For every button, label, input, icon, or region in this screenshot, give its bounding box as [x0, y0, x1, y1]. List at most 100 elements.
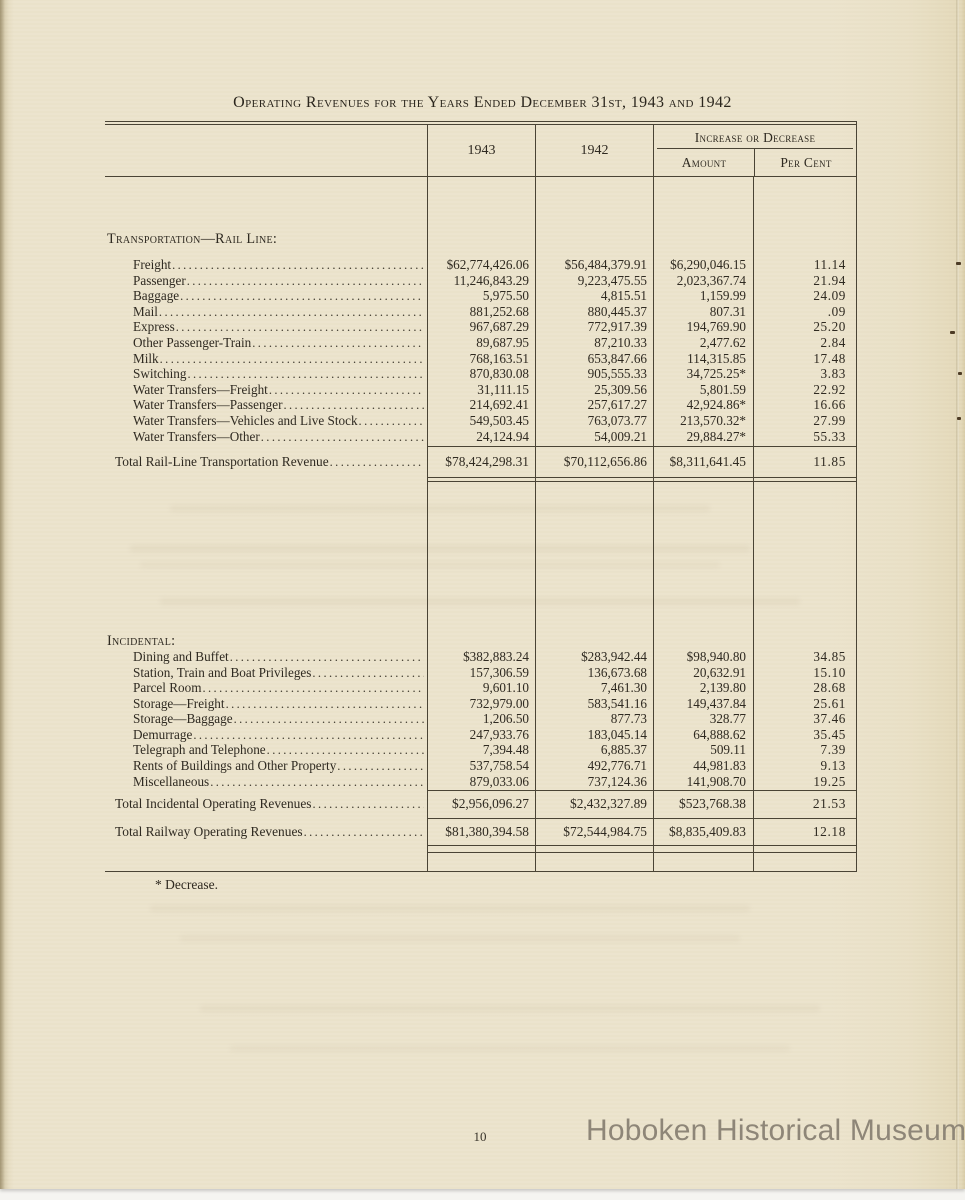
- grid-cell: [653, 444, 753, 448]
- dot-leader: [180, 288, 424, 304]
- row-label-cell: Freight: [105, 257, 427, 273]
- dot-leader: [252, 335, 424, 351]
- value-percent: 28.68: [753, 680, 856, 696]
- dot-leader: [234, 711, 424, 727]
- value-amount: 149,437.84: [653, 695, 753, 712]
- value-1943: 24,124.94: [427, 428, 535, 445]
- value-1943: 89,687.95: [427, 334, 535, 351]
- value-1942: $2,432,327.89: [535, 791, 653, 818]
- row-label-cell: Rents of Buildings and Other Property: [105, 758, 427, 774]
- row-label: Express: [133, 319, 175, 335]
- value-amount: 194,769.90: [653, 319, 753, 335]
- grid-cell: [535, 817, 653, 820]
- value-1942: 183,045.14: [535, 726, 653, 743]
- value-percent: 25.20: [753, 319, 856, 335]
- value-1942: $283,942.44: [535, 648, 653, 665]
- grid-cell: [653, 853, 753, 871]
- value-percent: 17.48: [753, 350, 856, 367]
- value-1942: 653,847.66: [535, 350, 653, 367]
- grid-cell: [753, 444, 856, 448]
- value-amount: $6,290,046.15: [653, 257, 753, 273]
- table-row: Miscellaneous 879,033.06737,124.36141,908…: [105, 773, 856, 790]
- row-label-cell: Total Railway Operating Revenues: [105, 819, 427, 845]
- ghost-smudge: [150, 905, 750, 912]
- grid-cell: [535, 482, 653, 633]
- grid-cell: [653, 789, 753, 792]
- value-1942: 25,309.56: [535, 381, 653, 398]
- grid-cell: [535, 476, 653, 479]
- table-row: Telegraph and Telephone 7,394.486,885.375…: [105, 742, 856, 759]
- row-label-cell: Express: [105, 319, 427, 335]
- value-amount: 114,315.85: [653, 350, 753, 367]
- value-1943: $78,424,298.31: [427, 447, 535, 477]
- table-row: Water Transfers—Passenger 214,692.41257,6…: [105, 397, 856, 413]
- value-1942: 9,223,475.55: [535, 272, 653, 289]
- grid-cell: [535, 231, 653, 247]
- table-row: Station, Train and Boat Privileges 157,30…: [105, 664, 856, 681]
- value-1943: 214,692.41: [427, 397, 535, 413]
- table-row: Passenger 11,246,843.299,223,475.552,023,…: [105, 272, 856, 289]
- dot-leader: [160, 351, 424, 367]
- paper-crease-right: [956, 0, 959, 1189]
- dot-leader: [176, 319, 424, 335]
- grid-cell: [535, 247, 653, 257]
- row-label: Milk: [133, 350, 159, 366]
- dot-leader: [267, 742, 424, 758]
- value-amount: $98,940.80: [653, 648, 753, 665]
- value-amount: 2,139.80: [653, 680, 753, 696]
- ghost-smudge: [170, 505, 710, 512]
- paper-speck: [956, 262, 961, 265]
- value-1943: 9,601.10: [427, 680, 535, 696]
- row-label-cell: Baggage: [105, 288, 427, 304]
- grid-cell: [427, 444, 535, 448]
- value-percent: 3.83: [753, 366, 856, 382]
- value-1942: 257,617.27: [535, 397, 653, 413]
- value-1943: 5,975.50: [427, 288, 535, 304]
- grid-cell: [753, 231, 856, 247]
- grid-cell: [427, 478, 535, 483]
- grid-cell: [653, 482, 753, 633]
- table-row: Switching 870,830.08905,555.3334,725.25*3…: [105, 366, 856, 382]
- value-percent: 2.84: [753, 334, 856, 351]
- grid-cell: [427, 231, 535, 247]
- value-1943: 967,687.29: [427, 319, 535, 335]
- row-label: Parcel Room: [133, 680, 202, 696]
- value-1942: 737,124.36: [535, 773, 653, 790]
- value-percent: 27.99: [753, 412, 856, 429]
- dot-leader: [159, 304, 424, 320]
- row-label: Telegraph and Telephone: [133, 742, 266, 758]
- grid-cell: [427, 853, 535, 871]
- row-label-cell: Miscellaneous: [105, 774, 427, 790]
- value-1942: 772,917.39: [535, 319, 653, 335]
- value-percent: 34.85: [753, 648, 856, 665]
- row-label-cell: Dining and Buffet: [105, 649, 427, 665]
- value-percent: 15.10: [753, 664, 856, 681]
- increase-decrease-header-cell: Increase or Decrease Amount Per Cent: [653, 125, 856, 176]
- value-percent: 12.18: [753, 819, 856, 846]
- row-label: Storage—Freight: [133, 695, 225, 711]
- row-label: Baggage: [133, 288, 180, 304]
- grid-cell: [753, 632, 856, 649]
- page-number: 10: [473, 1129, 487, 1144]
- amount-header: Amount: [681, 155, 727, 170]
- dot-leader: [269, 382, 424, 398]
- value-1943: $382,883.24: [427, 648, 535, 665]
- value-1942: 877.73: [535, 711, 653, 727]
- dot-leader: [337, 758, 424, 774]
- row-label-cell: Passenger: [105, 273, 427, 289]
- per-cent-header: Per Cent: [754, 149, 857, 176]
- grid-cell: [535, 444, 653, 448]
- value-1942: 136,673.68: [535, 664, 653, 681]
- table-row: Storage—Freight 732,979.00583,541.16149,4…: [105, 695, 856, 712]
- value-amount: 29,884.27*: [653, 428, 753, 445]
- table-row: Dining and Buffet $382,883.24$283,942.44$…: [105, 648, 856, 665]
- row-label-cell: Water Transfers—Passenger: [105, 397, 427, 413]
- row-label-cell: Total Rail-Line Transportation Revenue: [105, 447, 427, 476]
- paper-speck: [958, 372, 962, 375]
- dot-leader: [313, 791, 424, 817]
- grid-cell: [753, 845, 856, 854]
- table-body: Transportation—Rail Line: Freight $62,774…: [105, 177, 856, 871]
- dot-leader: [312, 665, 424, 681]
- row-label-cell: Station, Train and Boat Privileges: [105, 665, 427, 681]
- grid-cell: [105, 482, 427, 633]
